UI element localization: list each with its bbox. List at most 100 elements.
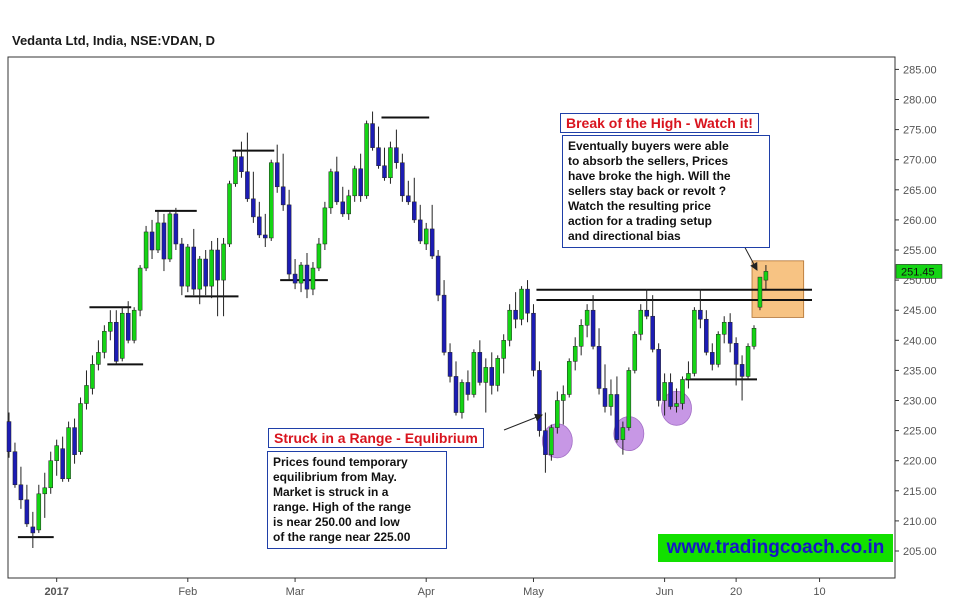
- up-candle: [638, 309, 644, 335]
- up-candle: [42, 487, 48, 495]
- up-candle: [459, 382, 465, 413]
- up-candle: [209, 249, 214, 287]
- website-link[interactable]: www.tradingcoach.co.in: [658, 534, 893, 562]
- down-candle: [370, 123, 375, 148]
- down-candle: [340, 201, 346, 215]
- down-candle: [239, 156, 244, 172]
- down-candle: [727, 321, 733, 344]
- y-axis: 205.00 210.00 215.00 220.00 225.00 230.00 235.…: [895, 64, 937, 558]
- down-candle: [292, 273, 298, 284]
- up-candle: [674, 403, 679, 407]
- down-candle: [263, 234, 268, 239]
- range-annotation-line: is near 250.00 and low: [273, 515, 400, 529]
- up-candle: [364, 123, 369, 197]
- x-tick-label: Mar: [286, 586, 305, 598]
- down-candle: [30, 526, 36, 534]
- x-tick-label: 2017: [44, 586, 68, 598]
- up-candle: [227, 183, 232, 245]
- y-tick-label: 270.00: [903, 155, 937, 167]
- range-annotation-body: Prices found temporary equilibrium from …: [267, 451, 447, 549]
- breakout-annotation-line: sellers stay back or revolt ?: [568, 184, 727, 198]
- down-candle: [257, 216, 262, 236]
- up-candle: [483, 367, 489, 383]
- down-candle: [543, 430, 548, 455]
- down-candle: [245, 171, 250, 200]
- up-candle: [495, 358, 500, 386]
- up-candle: [626, 370, 632, 428]
- up-candle: [507, 309, 512, 341]
- up-candle: [763, 271, 769, 281]
- down-candle: [453, 376, 459, 413]
- x-tick-label: Apr: [418, 586, 435, 598]
- up-candle: [48, 460, 53, 489]
- up-candle: [233, 156, 238, 185]
- up-candle: [578, 325, 584, 347]
- down-candle: [382, 165, 387, 179]
- down-candle: [179, 243, 185, 287]
- range-annotation-line: range. High of the range: [273, 500, 412, 514]
- down-candle: [251, 198, 256, 218]
- y-tick-label: 240.00: [903, 335, 937, 347]
- down-candle: [435, 255, 441, 296]
- down-candle: [60, 448, 65, 480]
- up-candle: [167, 213, 173, 260]
- down-candle: [6, 421, 12, 452]
- y-tick-label: 230.00: [903, 396, 937, 408]
- down-candle: [477, 352, 483, 383]
- y-tick-label: 215.00: [903, 486, 937, 498]
- down-candle: [18, 484, 24, 501]
- range-annotation-line: of the range near 225.00: [273, 530, 411, 544]
- up-candle: [686, 373, 691, 380]
- y-tick-label: 265.00: [903, 185, 937, 197]
- range-annotation-title: Struck in a Range - Equlibrium: [268, 428, 484, 448]
- up-candle: [155, 222, 161, 251]
- down-candle: [24, 499, 30, 525]
- up-candle: [352, 168, 357, 197]
- down-candle: [125, 312, 131, 341]
- down-candle: [412, 201, 417, 221]
- breakout-annotation-line: and directional bias: [568, 229, 681, 243]
- up-candle: [519, 288, 524, 320]
- down-candle: [274, 162, 280, 188]
- up-candle: [388, 147, 393, 179]
- down-candle: [215, 249, 220, 281]
- candlesticks: [6, 111, 769, 548]
- down-candle: [739, 364, 745, 377]
- up-candle: [119, 312, 125, 359]
- up-candle: [84, 385, 89, 404]
- down-candle: [656, 349, 661, 401]
- up-candle: [757, 276, 763, 308]
- up-candle: [316, 243, 322, 269]
- up-candle: [298, 264, 304, 284]
- down-candle: [441, 294, 447, 353]
- last-price-box: [895, 264, 943, 279]
- range-annotation-line: Market is struck in a: [273, 485, 389, 499]
- up-candle: [346, 195, 351, 215]
- up-candle: [561, 394, 566, 401]
- down-candle: [531, 312, 536, 371]
- down-candle: [286, 204, 292, 275]
- range-arrow: [503, 413, 543, 431]
- x-tick-label: 20: [730, 586, 742, 598]
- up-candle: [197, 258, 202, 290]
- y-tick-label: 275.00: [903, 125, 937, 137]
- up-candle: [632, 334, 638, 371]
- range-annotation-line: Prices found temporary: [273, 455, 408, 469]
- down-candle: [650, 315, 655, 350]
- up-candle: [745, 346, 751, 377]
- up-candle: [268, 162, 274, 239]
- up-candle: [715, 334, 721, 365]
- x-tick-label: Jun: [656, 586, 674, 598]
- x-axis: 2017 Feb Mar Apr May Jun 20 10: [44, 578, 826, 598]
- breakout-annotation-line: Watch the resulting price: [568, 199, 711, 213]
- down-candle: [590, 309, 596, 347]
- up-candle: [137, 267, 143, 311]
- up-candle: [78, 403, 83, 452]
- y-tick-label: 260.00: [903, 215, 937, 227]
- breakout-annotation-title: Break of the High - Watch it!: [560, 113, 759, 133]
- breakout-annotation-line: have broke the high. Will the: [568, 169, 731, 183]
- down-candle: [489, 367, 495, 386]
- down-candle: [465, 382, 471, 395]
- down-candle: [149, 231, 155, 251]
- down-candle: [304, 264, 310, 290]
